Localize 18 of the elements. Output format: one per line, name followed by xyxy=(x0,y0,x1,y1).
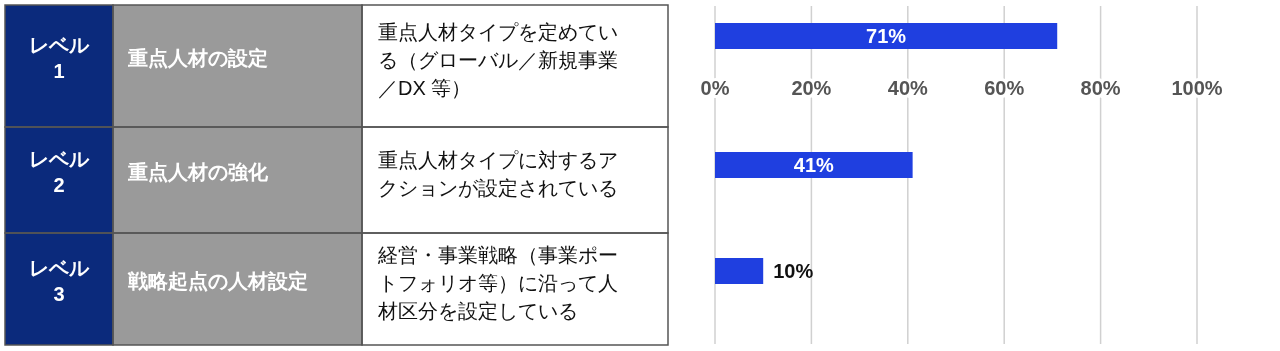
name-cell: 重点人材の設定 xyxy=(113,5,362,127)
x-tick-label: 80% xyxy=(1080,77,1121,99)
name-cell: 戦略起点の人材設定 xyxy=(113,233,362,345)
name-cell: 重点人材の強化 xyxy=(113,127,362,233)
level-cell: レベル 2 xyxy=(5,127,113,233)
x-tick-label: 0% xyxy=(700,77,730,99)
y-tick-label: 経営・事業戦略（事業ポートフォリオ等）に沿って人材区分を設定している xyxy=(377,244,618,322)
data-label: 10% xyxy=(773,260,814,282)
y-tick-label: 重点人材タイプに対するアクションが設定されている xyxy=(378,149,618,199)
x-tick-label: 100% xyxy=(1171,77,1223,99)
level-cell: レベル 3 xyxy=(5,233,113,345)
data-label: 41% xyxy=(793,154,835,176)
x-tick-label: 60% xyxy=(984,77,1025,99)
data-label: 71% xyxy=(866,25,907,47)
y-tick-label: 重点人材タイプを定めている（グローバル／新規事業／DX 等） xyxy=(378,21,618,99)
x-tick-label: 20% xyxy=(791,77,832,99)
level-cell: レベル 1 xyxy=(5,5,113,127)
x-tick-label: 40% xyxy=(887,77,929,99)
